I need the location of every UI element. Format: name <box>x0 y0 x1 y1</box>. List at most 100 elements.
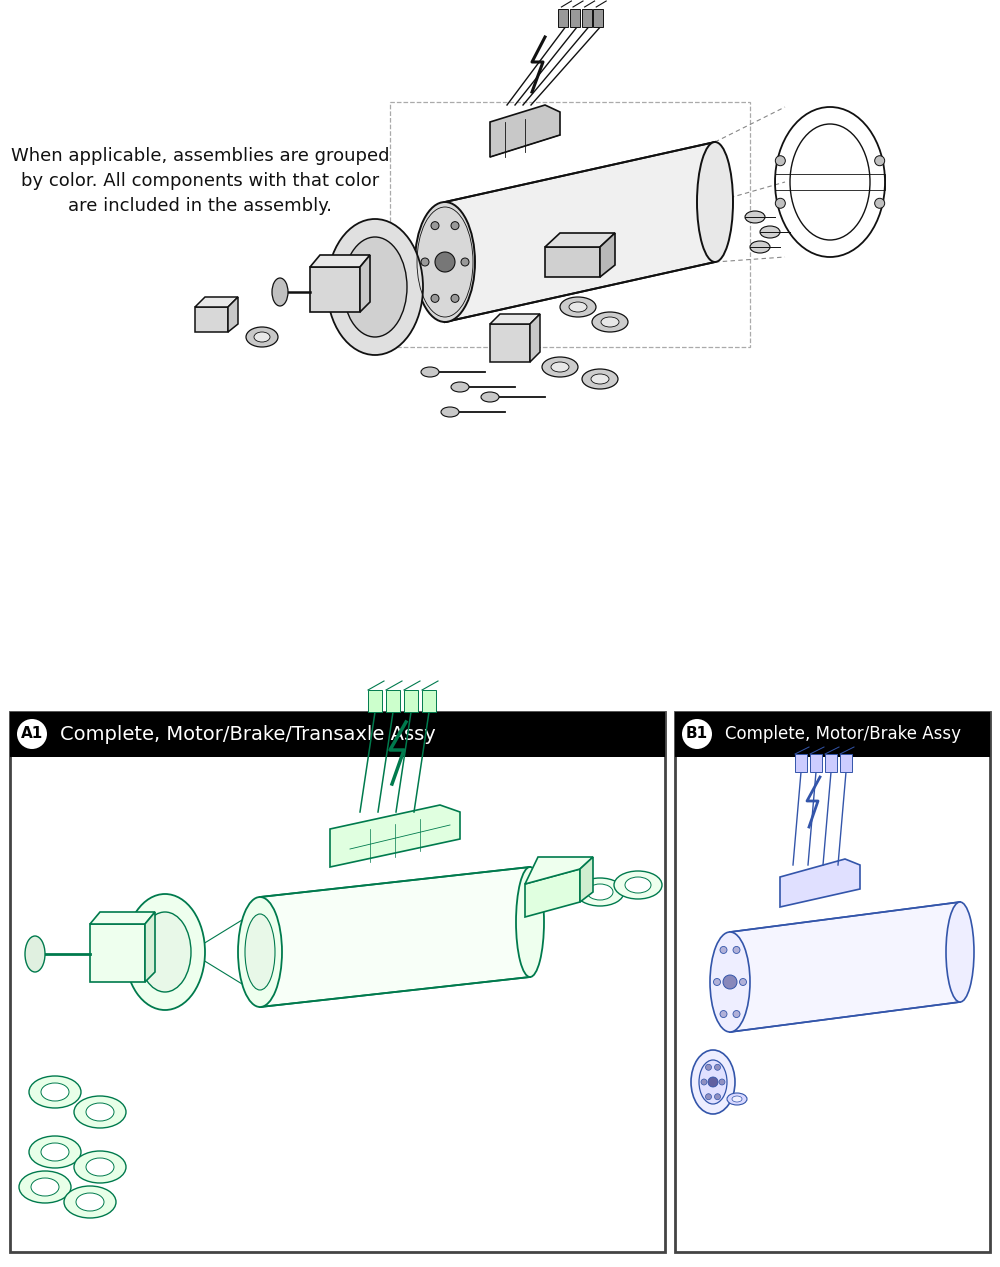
Ellipse shape <box>125 895 205 1010</box>
Ellipse shape <box>875 156 885 166</box>
Bar <box>825 754 837 772</box>
Ellipse shape <box>542 357 578 378</box>
Ellipse shape <box>775 156 785 166</box>
Ellipse shape <box>732 1096 742 1102</box>
Ellipse shape <box>601 317 619 327</box>
Text: A1: A1 <box>21 726 43 741</box>
Ellipse shape <box>435 252 455 272</box>
Ellipse shape <box>710 933 750 1033</box>
Ellipse shape <box>451 381 469 392</box>
Polygon shape <box>545 233 615 247</box>
Bar <box>570 9 580 27</box>
Polygon shape <box>600 233 615 277</box>
Ellipse shape <box>86 1104 114 1121</box>
Ellipse shape <box>614 870 662 900</box>
Bar <box>386 691 400 712</box>
Ellipse shape <box>254 332 270 342</box>
Ellipse shape <box>576 878 624 906</box>
Bar <box>795 754 807 772</box>
Ellipse shape <box>431 294 439 303</box>
Bar <box>810 754 822 772</box>
Ellipse shape <box>25 936 45 972</box>
Ellipse shape <box>714 1064 720 1071</box>
Ellipse shape <box>560 296 596 317</box>
Ellipse shape <box>461 258 469 266</box>
Bar <box>558 9 568 27</box>
Ellipse shape <box>708 1077 718 1087</box>
Ellipse shape <box>691 1050 735 1114</box>
Polygon shape <box>228 296 238 332</box>
Ellipse shape <box>29 1136 81 1168</box>
Ellipse shape <box>720 946 727 954</box>
Bar <box>840 754 852 772</box>
Ellipse shape <box>733 1011 740 1017</box>
Ellipse shape <box>569 302 587 312</box>
Polygon shape <box>545 247 600 277</box>
Ellipse shape <box>727 1093 747 1105</box>
Ellipse shape <box>740 978 746 986</box>
Ellipse shape <box>481 392 499 402</box>
Ellipse shape <box>139 912 191 992</box>
Polygon shape <box>525 869 580 917</box>
Ellipse shape <box>591 374 609 384</box>
Ellipse shape <box>421 258 429 266</box>
Bar <box>422 691 436 712</box>
Ellipse shape <box>31 1178 59 1196</box>
Ellipse shape <box>245 914 275 990</box>
Ellipse shape <box>327 219 423 355</box>
Ellipse shape <box>946 902 974 1002</box>
Ellipse shape <box>431 222 439 229</box>
Circle shape <box>17 718 47 749</box>
Ellipse shape <box>701 1079 707 1085</box>
Polygon shape <box>310 255 370 267</box>
Ellipse shape <box>706 1064 712 1071</box>
Ellipse shape <box>760 226 780 238</box>
Bar <box>10 712 665 756</box>
Polygon shape <box>730 902 960 1033</box>
Ellipse shape <box>592 312 628 332</box>
Ellipse shape <box>714 1093 720 1100</box>
Bar <box>582 9 592 27</box>
Polygon shape <box>490 105 560 157</box>
Polygon shape <box>90 924 145 982</box>
Ellipse shape <box>719 1079 725 1085</box>
Ellipse shape <box>415 201 475 322</box>
Ellipse shape <box>587 884 613 900</box>
Ellipse shape <box>714 978 720 986</box>
Ellipse shape <box>246 327 278 347</box>
Ellipse shape <box>775 198 785 208</box>
Ellipse shape <box>451 294 459 303</box>
Polygon shape <box>310 267 360 312</box>
Ellipse shape <box>76 1194 104 1211</box>
Ellipse shape <box>551 362 569 372</box>
Ellipse shape <box>745 212 765 223</box>
Ellipse shape <box>41 1143 69 1161</box>
Ellipse shape <box>29 1076 81 1109</box>
Polygon shape <box>145 912 155 982</box>
Bar <box>404 691 418 712</box>
Ellipse shape <box>41 1083 69 1101</box>
Bar <box>675 712 990 756</box>
Ellipse shape <box>421 367 439 378</box>
Ellipse shape <box>19 1171 71 1202</box>
Text: Complete, Motor/Brake/Transaxle Assy: Complete, Motor/Brake/Transaxle Assy <box>60 725 436 744</box>
Ellipse shape <box>706 1093 712 1100</box>
Ellipse shape <box>64 1186 116 1218</box>
Polygon shape <box>360 255 370 312</box>
Ellipse shape <box>74 1150 126 1183</box>
Polygon shape <box>530 314 540 362</box>
Polygon shape <box>525 856 593 884</box>
Bar <box>675 712 990 1252</box>
Polygon shape <box>780 859 860 907</box>
Ellipse shape <box>699 1060 727 1104</box>
Ellipse shape <box>750 241 770 253</box>
Ellipse shape <box>451 222 459 229</box>
Ellipse shape <box>582 369 618 389</box>
Polygon shape <box>580 856 593 902</box>
Circle shape <box>682 718 712 749</box>
Text: B1: B1 <box>686 726 708 741</box>
Ellipse shape <box>875 198 885 208</box>
Ellipse shape <box>272 277 288 307</box>
Polygon shape <box>90 912 155 924</box>
Polygon shape <box>260 867 530 1007</box>
